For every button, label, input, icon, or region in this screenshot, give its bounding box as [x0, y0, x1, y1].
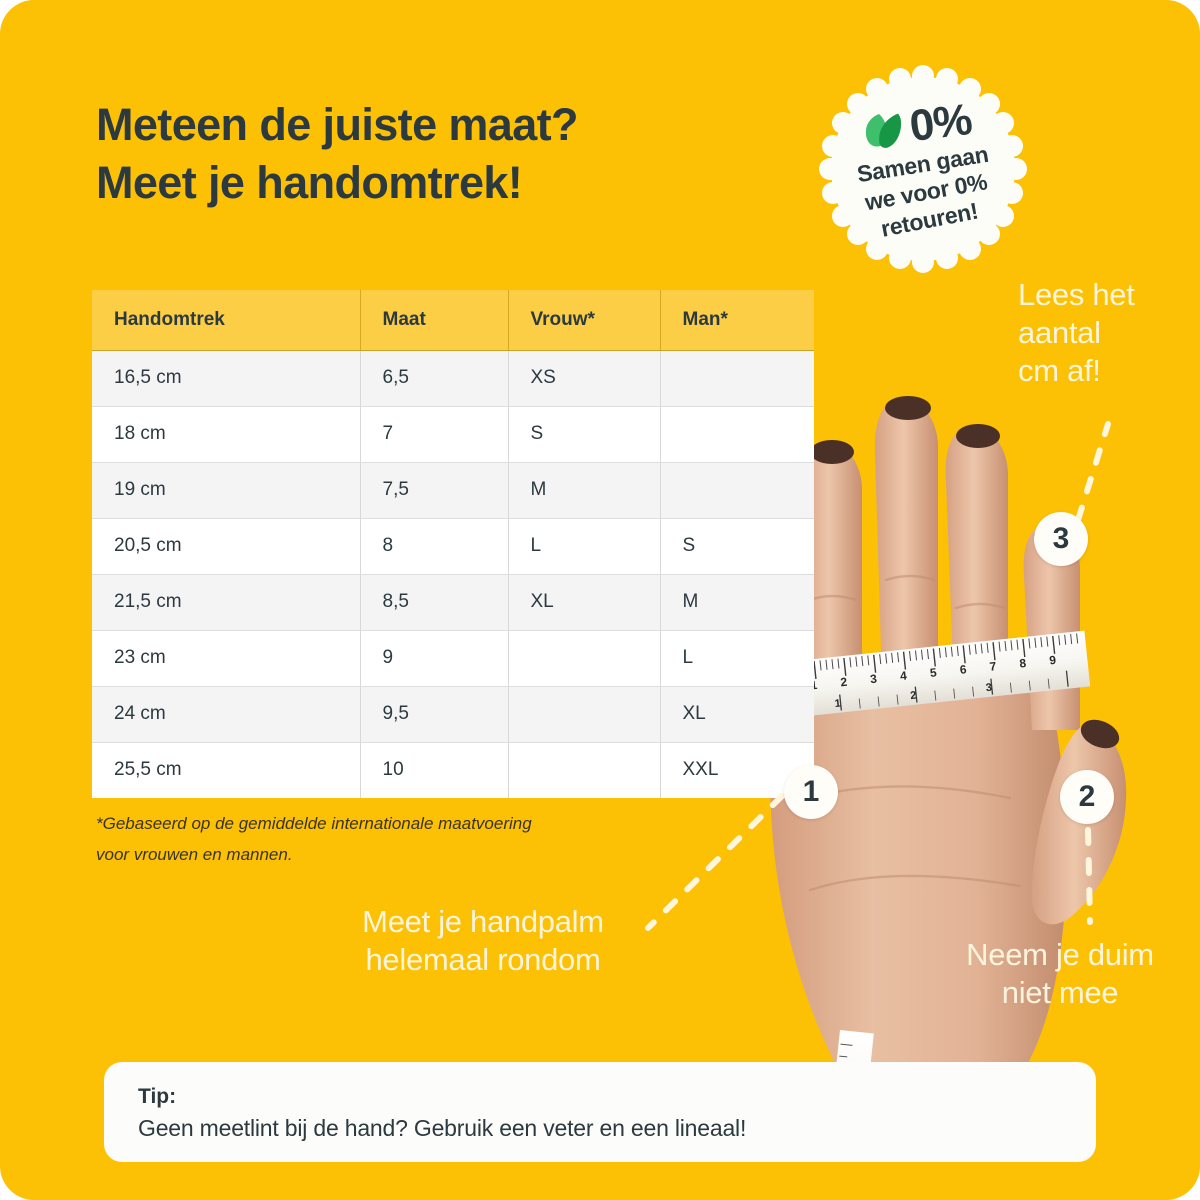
- cell-maat: 7: [360, 406, 509, 463]
- svg-text:3: 3: [870, 672, 878, 687]
- svg-text:8: 8: [1019, 656, 1027, 671]
- cell-maat: 6,5: [360, 350, 509, 407]
- callout-read-cm: Lees het aantal cm af!: [1018, 276, 1188, 389]
- page-title: Meteen de juiste maat? Meet je handomtre…: [96, 96, 796, 211]
- cell-man: [660, 406, 814, 463]
- table-body: 16,5 cm 6,5 XS 18 cm 7 S 19 cm 7,5 M 20,…: [92, 350, 814, 798]
- size-chart-table: Handomtrek Maat Vrouw* Man* 16,5 cm 6,5 …: [92, 290, 814, 798]
- svg-text:2: 2: [840, 675, 848, 690]
- headline-line-2: Meet je handomtrek!: [96, 156, 523, 208]
- tip-box: Tip: Geen meetlint bij de hand? Gebruik …: [104, 1062, 1096, 1162]
- column-header-handomtrek: Handomtrek: [92, 290, 361, 351]
- cell-vrouw: XS: [508, 350, 661, 407]
- hand-photo: 1 2 3 4 5 6 7 8 9 1 2 3: [640, 330, 1200, 1130]
- cell-man: XL: [660, 686, 814, 743]
- cell-man: [660, 350, 814, 407]
- callout-read-line-2: aantal: [1018, 314, 1101, 350]
- callout-read-line-1: Lees het: [1018, 277, 1135, 312]
- svg-text:6: 6: [959, 662, 967, 677]
- cell-handomtrek: 18 cm: [92, 406, 361, 463]
- column-header-vrouw: Vrouw*: [508, 290, 661, 351]
- cell-vrouw: [508, 686, 661, 743]
- cell-maat: 8,5: [360, 574, 509, 631]
- tip-text: Geen meetlint bij de hand? Gebruik een v…: [138, 1115, 747, 1142]
- callout-palm-line-1: Meet je handpalm: [362, 904, 604, 939]
- cell-handomtrek: 19 cm: [92, 462, 361, 519]
- table-row: 18 cm 7 S: [92, 406, 814, 463]
- cell-handomtrek: 25,5 cm: [92, 742, 361, 798]
- table-row: 19 cm 7,5 M: [92, 462, 814, 519]
- footnote-line-1: *Gebaseerd op de gemiddelde internationa…: [96, 814, 532, 833]
- cell-vrouw: S: [508, 406, 661, 463]
- table-header-row: Handomtrek Maat Vrouw* Man*: [92, 290, 814, 351]
- cell-vrouw: XL: [508, 574, 661, 631]
- hand-illustration: 1 2 3 4 5 6 7 8 9 1 2 3: [768, 396, 1127, 1130]
- leaf-icon: [866, 113, 902, 148]
- cell-vrouw: [508, 742, 661, 798]
- cell-maat: 7,5: [360, 462, 509, 519]
- svg-text:4: 4: [899, 668, 907, 683]
- cell-man: S: [660, 518, 814, 575]
- table-row: 16,5 cm 6,5 XS: [92, 350, 814, 407]
- footnote-line-2: voor vrouwen en mannen.: [96, 845, 293, 865]
- cell-maat: 9: [360, 630, 509, 687]
- column-header-maat: Maat: [360, 290, 509, 351]
- cell-vrouw: L: [508, 518, 661, 575]
- svg-text:9: 9: [1049, 653, 1057, 668]
- table-footnote: *Gebaseerd op de gemiddelde internationa…: [96, 808, 716, 871]
- cell-handomtrek: 16,5 cm: [92, 350, 361, 407]
- callout-exclude-thumb: Neem je duim niet mee: [940, 936, 1180, 1012]
- cell-handomtrek: 23 cm: [92, 630, 361, 687]
- step-marker-2: 2: [1060, 770, 1114, 824]
- table-row: 25,5 cm 10 XXL: [92, 742, 814, 798]
- svg-text:1: 1: [810, 678, 818, 693]
- cell-maat: 8: [360, 518, 509, 575]
- cell-man: M: [660, 574, 814, 631]
- table-row: 23 cm 9 L: [92, 630, 814, 687]
- badge-percent: 0%: [906, 94, 975, 152]
- cell-vrouw: M: [508, 462, 661, 519]
- svg-text:2: 2: [910, 690, 917, 703]
- cell-vrouw: [508, 630, 661, 687]
- svg-text:5: 5: [929, 665, 937, 680]
- headline-line-1: Meteen de juiste maat?: [96, 99, 579, 150]
- callout-palm-line-2: helemaal rondom: [365, 941, 601, 977]
- step-marker-1: 1: [784, 765, 838, 819]
- callout-measure-palm: Meet je handpalm helemaal rondom: [318, 903, 648, 979]
- callout-thumb-line-1: Neem je duim: [966, 937, 1154, 972]
- svg-text:7: 7: [989, 659, 997, 674]
- column-header-man: Man*: [660, 290, 814, 351]
- zero-returns-badge: 0% Samen gaan we voor 0% retouren!: [816, 62, 1030, 276]
- svg-text:1: 1: [834, 698, 841, 711]
- cell-handomtrek: 21,5 cm: [92, 574, 361, 631]
- step-marker-3: 3: [1034, 512, 1088, 566]
- table-row: 20,5 cm 8 L S: [92, 518, 814, 575]
- table-row: 21,5 cm 8,5 XL M: [92, 574, 814, 631]
- table-row: 24 cm 9,5 XL: [92, 686, 814, 743]
- svg-text:3: 3: [985, 682, 992, 695]
- cell-handomtrek: 24 cm: [92, 686, 361, 743]
- cell-handomtrek: 20,5 cm: [92, 518, 361, 575]
- cell-man: L: [660, 630, 814, 687]
- cell-maat: 10: [360, 742, 509, 798]
- callout-thumb-line-2: niet mee: [1001, 974, 1119, 1010]
- callout-read-line-3: cm af!: [1018, 352, 1101, 388]
- tip-label: Tip:: [138, 1085, 177, 1108]
- cell-maat: 9,5: [360, 686, 509, 743]
- cell-man: [660, 462, 814, 519]
- badge-slogan: Samen gaan we voor 0% retouren!: [855, 141, 997, 242]
